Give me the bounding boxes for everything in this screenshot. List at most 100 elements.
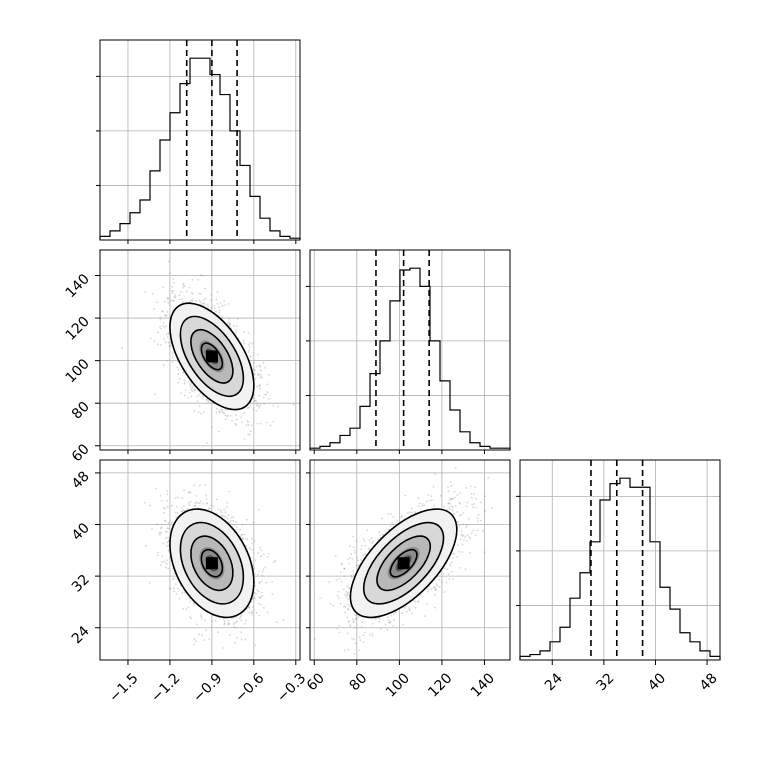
sample-point: [215, 310, 217, 313]
sample-point: [259, 365, 261, 368]
y-tick-label: 100: [63, 356, 93, 386]
sample-point: [163, 519, 166, 522]
sample-point: [260, 591, 263, 594]
sample-point: [346, 632, 349, 634]
y-tick-label: 60: [69, 441, 93, 465]
sample-point: [452, 578, 455, 580]
sample-point: [177, 373, 180, 376]
sample-point: [264, 366, 267, 369]
contour-line: [179, 315, 245, 398]
sample-point: [249, 341, 251, 344]
sample-point: [226, 322, 229, 325]
sample-point: [200, 274, 202, 277]
sample-point: [215, 298, 218, 301]
sample-point: [364, 544, 367, 547]
sample-point: [231, 419, 233, 422]
sample-point: [183, 505, 185, 507]
sample-point: [228, 324, 231, 327]
sample-point: [400, 515, 403, 518]
sample-point: [183, 394, 186, 397]
sample-point: [417, 600, 419, 603]
sample-point: [158, 532, 161, 534]
sample-point: [247, 424, 250, 426]
sample-point: [343, 575, 346, 578]
sample-point: [451, 509, 454, 512]
sample-point: [254, 559, 257, 562]
sample-point: [450, 497, 453, 500]
sample-point: [469, 551, 471, 554]
sample-point: [176, 505, 179, 508]
sample-point: [344, 611, 346, 614]
y-tick-label: 140: [63, 271, 93, 301]
sample-point: [187, 606, 190, 608]
sample-point: [263, 403, 265, 405]
sample-point: [163, 511, 166, 514]
sample-point: [423, 504, 426, 507]
sample-point: [449, 503, 451, 505]
sample-point: [417, 505, 420, 507]
sample-point: [228, 490, 231, 493]
sample-point: [338, 578, 341, 580]
sample-point: [328, 581, 331, 583]
sample-point: [155, 487, 158, 490]
sample-point: [261, 594, 264, 597]
sample-point: [243, 411, 246, 414]
sample-point: [456, 511, 459, 513]
sample-point: [364, 552, 366, 555]
sample-point: [166, 505, 169, 508]
sample-point: [167, 540, 170, 543]
sample-point: [220, 514, 223, 517]
sample-point: [199, 301, 202, 303]
sample-point: [257, 602, 260, 605]
sample-point: [253, 397, 256, 399]
sample-point: [282, 619, 285, 621]
sample-point: [172, 278, 174, 280]
sample-point: [266, 383, 269, 386]
sample-point: [450, 485, 453, 487]
sample-point: [254, 644, 257, 647]
sample-point: [171, 356, 174, 359]
sample-point: [266, 421, 268, 424]
sample-point: [447, 486, 449, 488]
sample-point: [159, 495, 162, 497]
sample-point: [169, 344, 172, 347]
sample-point: [361, 621, 364, 624]
sample-point: [190, 388, 193, 391]
sample-point: [219, 411, 221, 414]
sample-point: [360, 626, 363, 629]
sample-point: [164, 341, 167, 344]
sample-point: [340, 563, 343, 566]
sample-point: [256, 404, 258, 407]
sample-point: [350, 553, 352, 556]
sample-point: [228, 623, 231, 625]
sample-point: [431, 499, 433, 501]
sample-point: [178, 298, 181, 301]
sample-point: [452, 556, 454, 559]
sample-point: [393, 613, 395, 616]
sample-point: [454, 504, 457, 507]
sample-point: [466, 534, 468, 537]
sample-point: [443, 505, 446, 508]
x-tick-label: 40: [645, 670, 669, 694]
sample-point: [161, 561, 164, 563]
sample-point: [240, 631, 243, 634]
sample-point: [191, 278, 194, 281]
sample-point: [260, 549, 263, 552]
sample-point: [277, 405, 279, 408]
sample-point: [434, 472, 437, 475]
sample-point: [272, 420, 275, 423]
x-tick-label: 100: [383, 670, 413, 700]
sample-point: [191, 293, 194, 295]
sample-point: [242, 339, 245, 342]
sample-point: [182, 286, 184, 289]
sample-point: [258, 407, 261, 409]
sample-point: [346, 585, 349, 588]
sample-point: [372, 635, 374, 637]
sample-point: [195, 495, 198, 497]
sample-point: [165, 545, 168, 547]
sample-point: [202, 411, 205, 414]
sample-point: [255, 365, 258, 368]
sample-point: [229, 634, 231, 636]
sample-point: [165, 531, 168, 533]
contour-line: [200, 548, 224, 578]
